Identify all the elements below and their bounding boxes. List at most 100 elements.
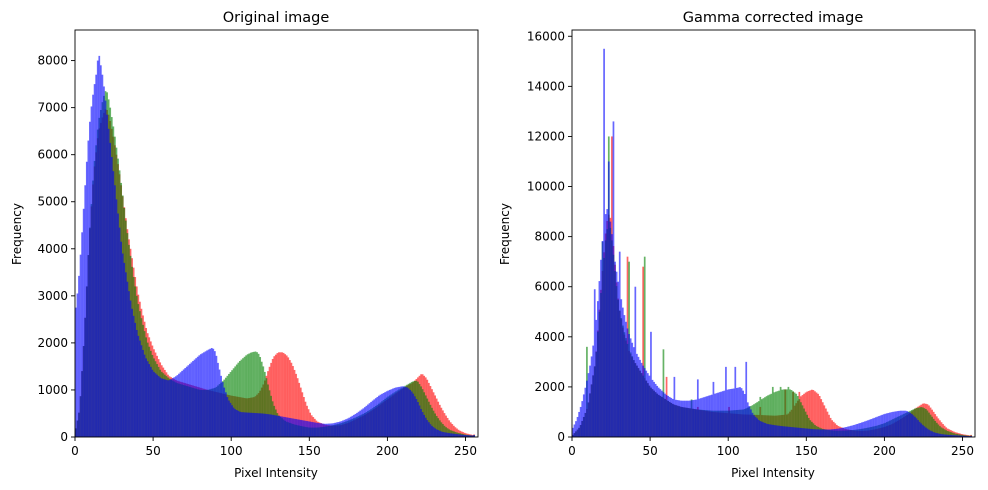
histogram-bar [873,417,876,437]
x-tick-label: 200 [376,444,399,458]
histogram-bar [645,370,648,437]
x-tick-label: 0 [568,444,576,458]
histogram-bar [932,432,935,437]
histogram-bar [223,387,226,437]
histogram-bar [98,55,101,437]
histogram-bar [271,358,274,437]
histogram-bar [220,375,222,437]
histogram-bar [81,232,83,437]
histogram-bar [831,429,833,437]
histogram-bar [943,429,946,437]
histogram-bar [704,396,707,437]
histogram-bar [956,435,958,437]
histogram-bar [792,391,794,437]
histogram-bar [168,380,171,437]
histogram-bar [354,413,357,437]
histogram-bar [604,214,607,437]
histogram-bar [85,161,88,437]
histogram-bar [862,421,865,437]
histogram-bar [781,426,784,437]
histogram-bar [388,389,391,437]
histogram-bar [196,356,199,437]
histogram-bar [449,422,452,437]
histogram-bar [607,161,610,438]
histogram-bar [470,435,472,437]
histogram-bar [957,435,960,437]
y-tick-label: 12000 [527,129,565,143]
histogram-bar [937,424,940,437]
histogram-bar [782,389,785,437]
histogram-bar [435,415,438,437]
histogram-bar [967,436,969,437]
histogram-bar [159,377,162,437]
histogram-bar [885,413,888,437]
histogram-bar [921,407,924,437]
axes: 0 50 100 150 200 250 0 1000 2000 3000 4000 5000 6000… [37,29,479,458]
histogram-bar [345,419,347,437]
histogram-bar [370,401,372,437]
histogram-bar [373,399,376,437]
histogram-bar [89,121,91,437]
histogram-bar [232,368,235,437]
histogram-bar [468,435,471,437]
histogram-bar [632,347,635,437]
histogram-bar [95,74,98,437]
histogram-bar [242,358,244,437]
histogram-bar [292,418,294,437]
histogram-bar [825,429,827,437]
histogram-bar [131,308,133,437]
histogram-bar [237,362,240,437]
histogram-bar [960,435,963,437]
histogram-bar [892,411,894,437]
histogram-bar [446,428,449,437]
histogram-bar [268,390,271,437]
histogram-bar [757,419,760,437]
histogram-bar [743,394,746,437]
histogram-bar [661,390,663,437]
histogram-bar [203,352,205,437]
histogram-bar [240,412,243,437]
histogram-bar [962,435,965,437]
histogram-bar [295,419,297,437]
histogram-bar [471,435,474,437]
histogram-bar [637,356,640,437]
histogram-bar [646,373,649,437]
histogram-bar [296,419,299,437]
histogram-bar [248,353,251,437]
histogram-bar [378,395,380,437]
x-axis-label: Pixel Intensity [731,466,815,480]
histogram-bar [298,419,301,437]
histogram-bar [718,392,721,437]
histogram-bar [592,345,595,437]
histogram-bar [823,405,826,437]
histogram-bar [917,420,919,437]
histogram-bar [432,410,435,437]
histogram-bar [761,421,763,437]
histogram-bar [662,392,665,437]
histogram-bar [413,396,416,437]
y-tick-label: 6000 [534,280,565,294]
histogram-bar [596,301,599,437]
histogram-bar [334,422,336,437]
histogram-bar [379,394,382,437]
histogram-bar [953,435,955,437]
histogram-bar [242,412,244,437]
histogram-bar [814,429,816,437]
histogram-bar [267,384,269,437]
histogram-bar [245,355,247,437]
plot-frame [74,29,479,438]
histogram-bar [299,419,302,437]
histogram-bar [315,422,318,437]
histogram-bar [82,208,85,437]
histogram-bar [214,351,216,437]
histogram-bar [189,363,191,437]
histogram-bar [235,364,238,437]
histogram-bar [746,402,749,437]
histogram-bar [876,416,879,437]
histogram-bar [260,413,263,437]
histogram-bar [726,389,729,437]
histogram-bar [171,378,174,437]
histogram-bar [335,422,338,437]
histogram-bar [165,379,168,437]
